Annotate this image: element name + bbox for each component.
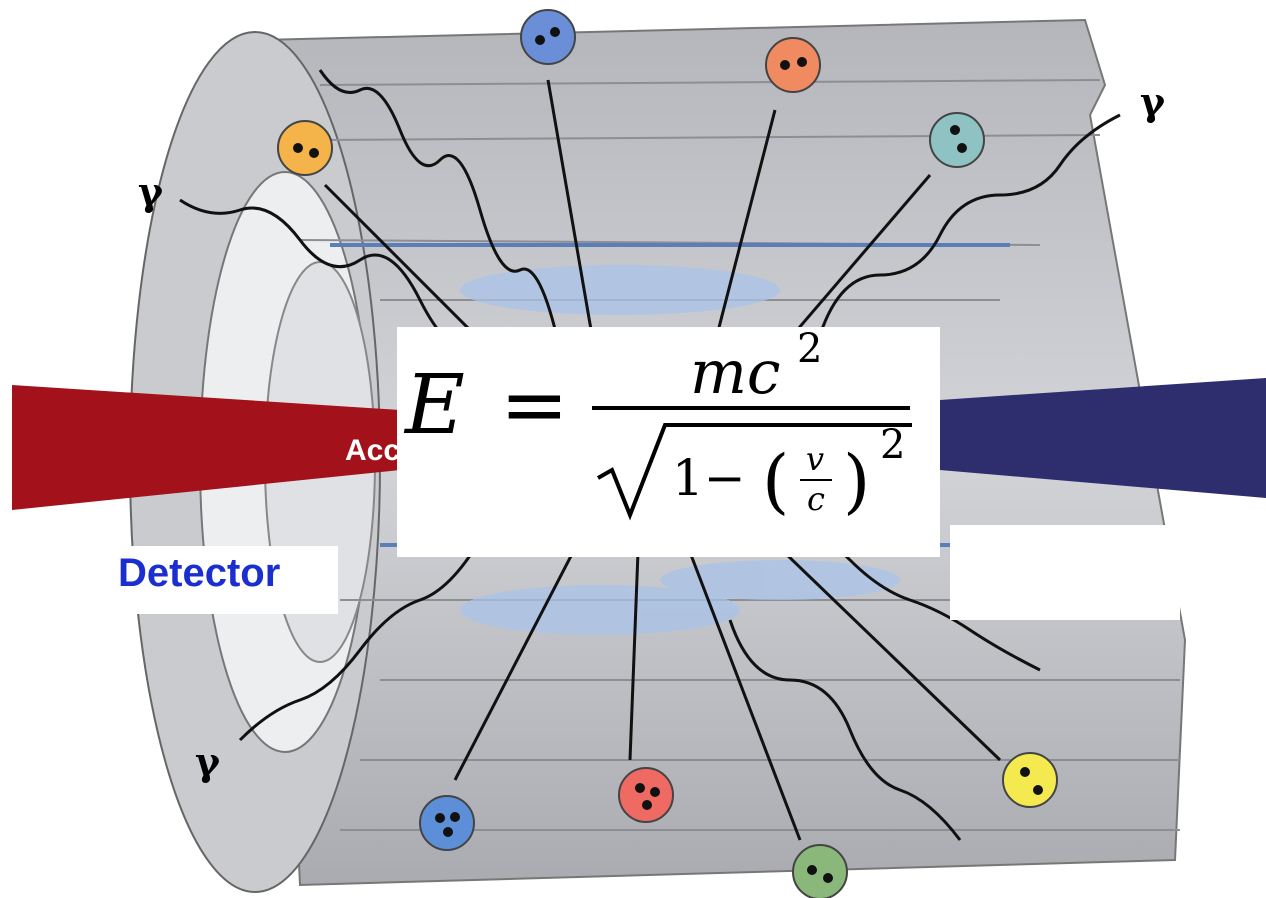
equation-equals: = (500, 358, 569, 453)
inner-numerator: v (806, 440, 824, 478)
photon-label: γ (1140, 79, 1166, 124)
close-paren: ) (843, 440, 870, 522)
numerator-base: mc (690, 338, 781, 408)
numerator-exponent: 2 (797, 326, 822, 372)
equation-lhs: E (403, 358, 465, 453)
beam-label: Acc (345, 434, 400, 467)
detector-label: Detector (118, 551, 280, 595)
equation: E = mc 2 1− ( v c ) 2 (397, 326, 940, 557)
denominator-exponent: 2 (880, 422, 905, 468)
inner-denominator: c (807, 480, 825, 518)
open-paren: ( (762, 440, 789, 522)
photon-label: γ (195, 739, 221, 784)
photon-label: γ (138, 169, 164, 214)
one-minus: 1− (672, 449, 746, 507)
illustration: Acc Detector γ γ γ E = mc 2 1− ( v c ) 2 (0, 0, 1266, 898)
